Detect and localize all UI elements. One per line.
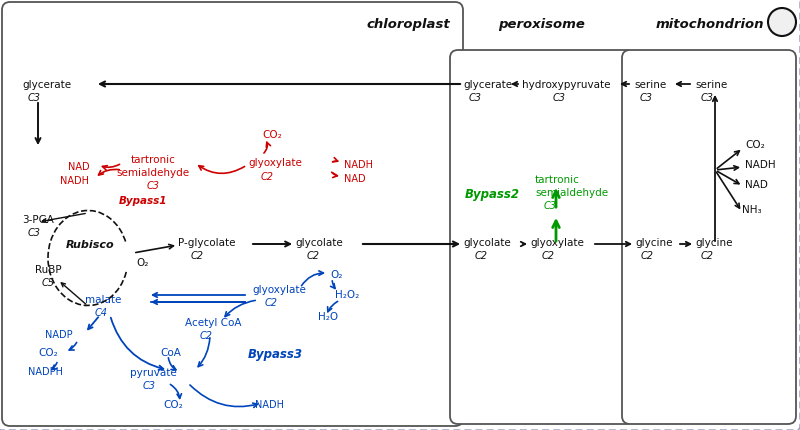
Text: Bypass2: Bypass2 xyxy=(465,188,520,201)
Text: C3: C3 xyxy=(701,93,714,103)
Text: peroxisome: peroxisome xyxy=(498,18,586,31)
FancyBboxPatch shape xyxy=(2,2,463,426)
Text: glycerate: glycerate xyxy=(22,80,71,90)
Text: C3: C3 xyxy=(469,93,482,103)
Text: Bypass3: Bypass3 xyxy=(248,348,303,361)
Text: H₂O: H₂O xyxy=(318,312,338,322)
Text: C2: C2 xyxy=(307,251,320,261)
Text: malate: malate xyxy=(85,295,122,305)
Text: glyoxylate: glyoxylate xyxy=(252,285,306,295)
Text: C3: C3 xyxy=(28,93,41,103)
Text: tartronic: tartronic xyxy=(535,175,580,185)
Text: CoA: CoA xyxy=(160,348,181,358)
Text: NADP: NADP xyxy=(45,330,73,340)
Text: C3: C3 xyxy=(146,181,159,191)
Text: CO₂: CO₂ xyxy=(163,400,182,410)
Text: C5: C5 xyxy=(42,278,55,288)
Text: serine: serine xyxy=(695,80,727,90)
Text: semialdehyde: semialdehyde xyxy=(535,188,608,198)
FancyBboxPatch shape xyxy=(622,50,796,424)
Text: NADH: NADH xyxy=(60,176,89,186)
Text: pyruvate: pyruvate xyxy=(130,368,177,378)
Text: glycolate: glycolate xyxy=(463,238,510,248)
Text: NADH: NADH xyxy=(255,400,284,410)
Text: C3: C3 xyxy=(640,93,653,103)
Text: P-glycolate: P-glycolate xyxy=(178,238,235,248)
Text: glycerate: glycerate xyxy=(463,80,512,90)
Text: H₂O₂: H₂O₂ xyxy=(335,290,359,300)
Text: C3: C3 xyxy=(143,381,156,391)
Text: mitochondrion: mitochondrion xyxy=(656,18,764,31)
Text: C4: C4 xyxy=(95,308,108,318)
Text: 3-PGA: 3-PGA xyxy=(22,215,54,225)
Text: C3: C3 xyxy=(553,93,566,103)
Text: tartronic: tartronic xyxy=(130,155,175,165)
Text: glycine: glycine xyxy=(635,238,673,248)
Text: glyoxylate: glyoxylate xyxy=(530,238,584,248)
Text: NAD: NAD xyxy=(745,180,768,190)
Text: NAD: NAD xyxy=(68,162,90,172)
Text: glycine: glycine xyxy=(695,238,733,248)
Text: serine: serine xyxy=(634,80,666,90)
Text: NADH: NADH xyxy=(344,160,373,170)
Text: CO₂: CO₂ xyxy=(38,348,58,358)
Text: C3: C3 xyxy=(544,201,557,211)
Text: O₂: O₂ xyxy=(330,270,342,280)
Text: O₂: O₂ xyxy=(136,258,148,268)
Text: RuBP: RuBP xyxy=(35,265,62,275)
Text: C2: C2 xyxy=(475,251,488,261)
Text: NH₃: NH₃ xyxy=(742,205,762,215)
Text: semialdehyde: semialdehyde xyxy=(117,168,190,178)
Text: CO₂: CO₂ xyxy=(262,130,282,140)
Text: C2: C2 xyxy=(200,331,213,341)
Text: C2: C2 xyxy=(265,298,278,308)
Text: Rubisco: Rubisco xyxy=(66,240,114,250)
Text: C2: C2 xyxy=(191,251,204,261)
Text: CO₂: CO₂ xyxy=(745,140,765,150)
Text: glyoxylate: glyoxylate xyxy=(248,158,302,168)
Text: C2: C2 xyxy=(641,251,654,261)
Text: NADPH: NADPH xyxy=(28,367,63,377)
Text: Acetyl CoA: Acetyl CoA xyxy=(185,318,242,328)
FancyBboxPatch shape xyxy=(450,50,634,424)
Text: C2: C2 xyxy=(701,251,714,261)
Text: 🔍: 🔍 xyxy=(778,15,786,29)
Circle shape xyxy=(768,8,796,36)
Text: hydroxypyruvate: hydroxypyruvate xyxy=(522,80,610,90)
Text: C2: C2 xyxy=(542,251,555,261)
Text: Bypass1: Bypass1 xyxy=(118,196,167,206)
Text: chloroplast: chloroplast xyxy=(366,18,450,31)
Text: C3: C3 xyxy=(28,228,41,238)
Text: glycolate: glycolate xyxy=(295,238,342,248)
Text: NADH: NADH xyxy=(745,160,776,170)
Text: C2: C2 xyxy=(261,172,274,182)
Text: NAD: NAD xyxy=(344,174,366,184)
